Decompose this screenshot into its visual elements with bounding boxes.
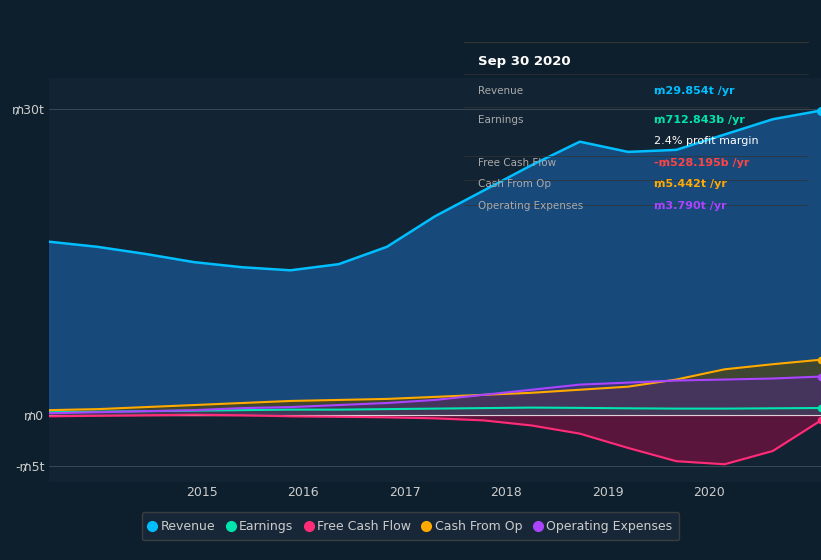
Text: Free Cash Flow: Free Cash Flow [478, 157, 556, 167]
Legend: Revenue, Earnings, Free Cash Flow, Cash From Op, Operating Expenses: Revenue, Earnings, Free Cash Flow, Cash … [142, 512, 679, 540]
Text: -₥528.195b /yr: -₥528.195b /yr [654, 157, 749, 167]
Text: ₥29.854t /yr: ₥29.854t /yr [654, 86, 734, 96]
Text: Earnings: Earnings [478, 115, 523, 125]
Text: Operating Expenses: Operating Expenses [478, 200, 583, 211]
Text: ₥712.843b /yr: ₥712.843b /yr [654, 115, 745, 125]
Point [814, 106, 821, 115]
Point [814, 404, 821, 413]
Point [814, 355, 821, 364]
Text: Sep 30 2020: Sep 30 2020 [478, 55, 571, 68]
Text: ₥3.790t /yr: ₥3.790t /yr [654, 200, 726, 211]
Point [814, 372, 821, 381]
Text: Revenue: Revenue [478, 86, 523, 96]
Text: 2.4% profit margin: 2.4% profit margin [654, 136, 758, 146]
Text: Cash From Op: Cash From Op [478, 179, 551, 189]
Point [814, 416, 821, 425]
Text: ₥5.442t /yr: ₥5.442t /yr [654, 179, 727, 189]
